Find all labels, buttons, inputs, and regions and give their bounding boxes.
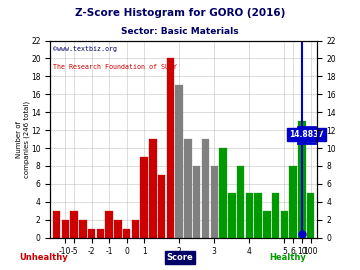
Bar — [246, 193, 253, 238]
Text: Unhealthy: Unhealthy — [19, 253, 68, 262]
Bar — [88, 229, 95, 238]
Bar — [123, 229, 130, 238]
Bar — [289, 166, 297, 238]
Text: ©www.textbiz.org: ©www.textbiz.org — [53, 46, 117, 52]
Bar — [132, 220, 139, 238]
Bar — [298, 121, 306, 238]
Bar — [140, 157, 148, 238]
Bar — [193, 166, 201, 238]
Bar — [184, 139, 192, 238]
Bar — [255, 193, 262, 238]
Bar — [307, 193, 314, 238]
Text: The Research Foundation of SUNY: The Research Foundation of SUNY — [53, 64, 177, 70]
Bar — [281, 211, 288, 238]
Bar — [263, 211, 271, 238]
Bar — [114, 220, 122, 238]
Y-axis label: Number of
companies (246 total): Number of companies (246 total) — [16, 100, 30, 178]
Bar — [158, 175, 165, 238]
Bar — [272, 193, 279, 238]
Bar — [167, 58, 174, 238]
Text: Z-Score Histogram for GORO (2016): Z-Score Histogram for GORO (2016) — [75, 8, 285, 18]
Bar — [96, 229, 104, 238]
Bar — [149, 139, 157, 238]
Bar — [202, 139, 209, 238]
Bar — [219, 148, 227, 238]
Bar — [105, 211, 113, 238]
Bar — [70, 211, 78, 238]
Bar — [62, 220, 69, 238]
Bar — [175, 85, 183, 238]
Text: Healthy: Healthy — [270, 253, 306, 262]
Bar — [211, 166, 218, 238]
Text: Sector: Basic Materials: Sector: Basic Materials — [121, 27, 239, 36]
Text: 14.8837: 14.8837 — [289, 130, 324, 139]
Text: Score: Score — [167, 253, 193, 262]
Bar — [79, 220, 86, 238]
Bar — [237, 166, 244, 238]
Bar — [53, 211, 60, 238]
Bar — [228, 193, 235, 238]
